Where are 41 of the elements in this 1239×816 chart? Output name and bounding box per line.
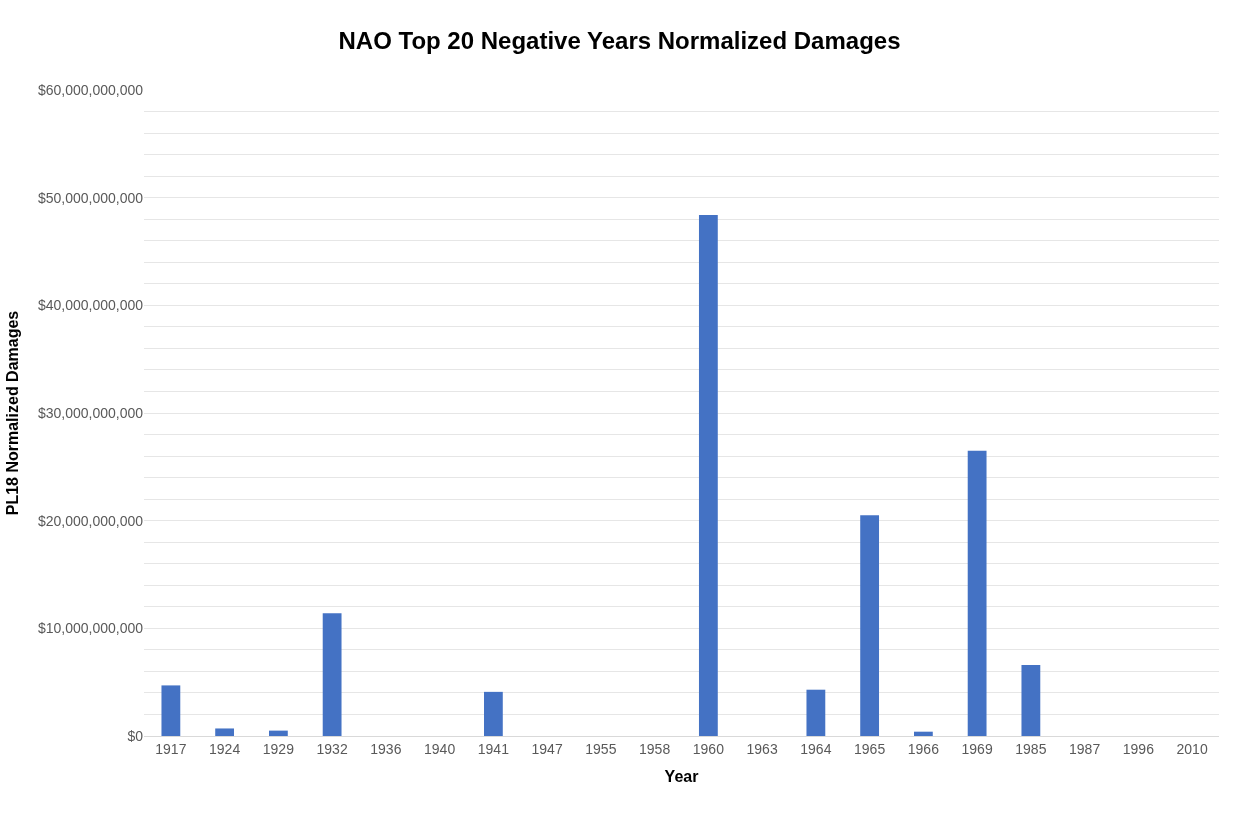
bar [806, 689, 826, 736]
x-tick-label: 1940 [424, 740, 456, 757]
x-tick-label: 1936 [370, 740, 402, 757]
y-tick-label: $50,000,000,000 [37, 189, 144, 206]
bar [322, 613, 342, 736]
x-tick-label: 1985 [1015, 740, 1047, 757]
x-axis-title: Year [664, 768, 699, 786]
x-tick-label: 1987 [1069, 740, 1101, 757]
x-tick-label: 1963 [746, 740, 778, 757]
x-tick-label: 1917 [155, 740, 187, 757]
bar [215, 728, 235, 736]
bar [1021, 664, 1041, 736]
x-tick-label: 1996 [1122, 740, 1155, 757]
x-tick-label: 1965 [854, 740, 886, 757]
y-tick-label: $30,000,000,000 [37, 404, 144, 421]
bar [913, 731, 933, 736]
bar [161, 685, 181, 736]
x-tick-label: 1966 [907, 740, 940, 757]
y-tick-label: $10,000,000,000 [37, 620, 144, 637]
x-tick-label: 1964 [800, 740, 832, 757]
bar [698, 214, 718, 736]
y-axis-title: PL18 Normalized Damages [3, 310, 21, 516]
x-tick-label: 1960 [692, 740, 725, 757]
x-tick-label: 1929 [262, 740, 295, 757]
bar [860, 515, 880, 736]
y-tick-label: $40,000,000,000 [37, 297, 144, 314]
x-tick-label: 1947 [531, 740, 563, 757]
x-tick-label: 1955 [585, 740, 617, 757]
y-tick-label: $60,000,000,000 [37, 81, 144, 98]
y-tick-label: $20,000,000,000 [37, 512, 144, 529]
x-tick-label: 1941 [477, 740, 510, 757]
chart-title: NAO Top 20 Negative Years Normalized Damages [338, 27, 901, 55]
x-tick-label: 1958 [639, 740, 671, 757]
bar [268, 730, 288, 736]
bar [483, 691, 503, 736]
x-tick-label: 1932 [316, 740, 348, 757]
x-tick-label: 1924 [209, 740, 241, 757]
bar [967, 450, 987, 736]
y-tick-label: $0 [127, 727, 144, 744]
x-tick-label: 2010 [1176, 740, 1208, 757]
x-tick-label: 1969 [961, 740, 993, 757]
